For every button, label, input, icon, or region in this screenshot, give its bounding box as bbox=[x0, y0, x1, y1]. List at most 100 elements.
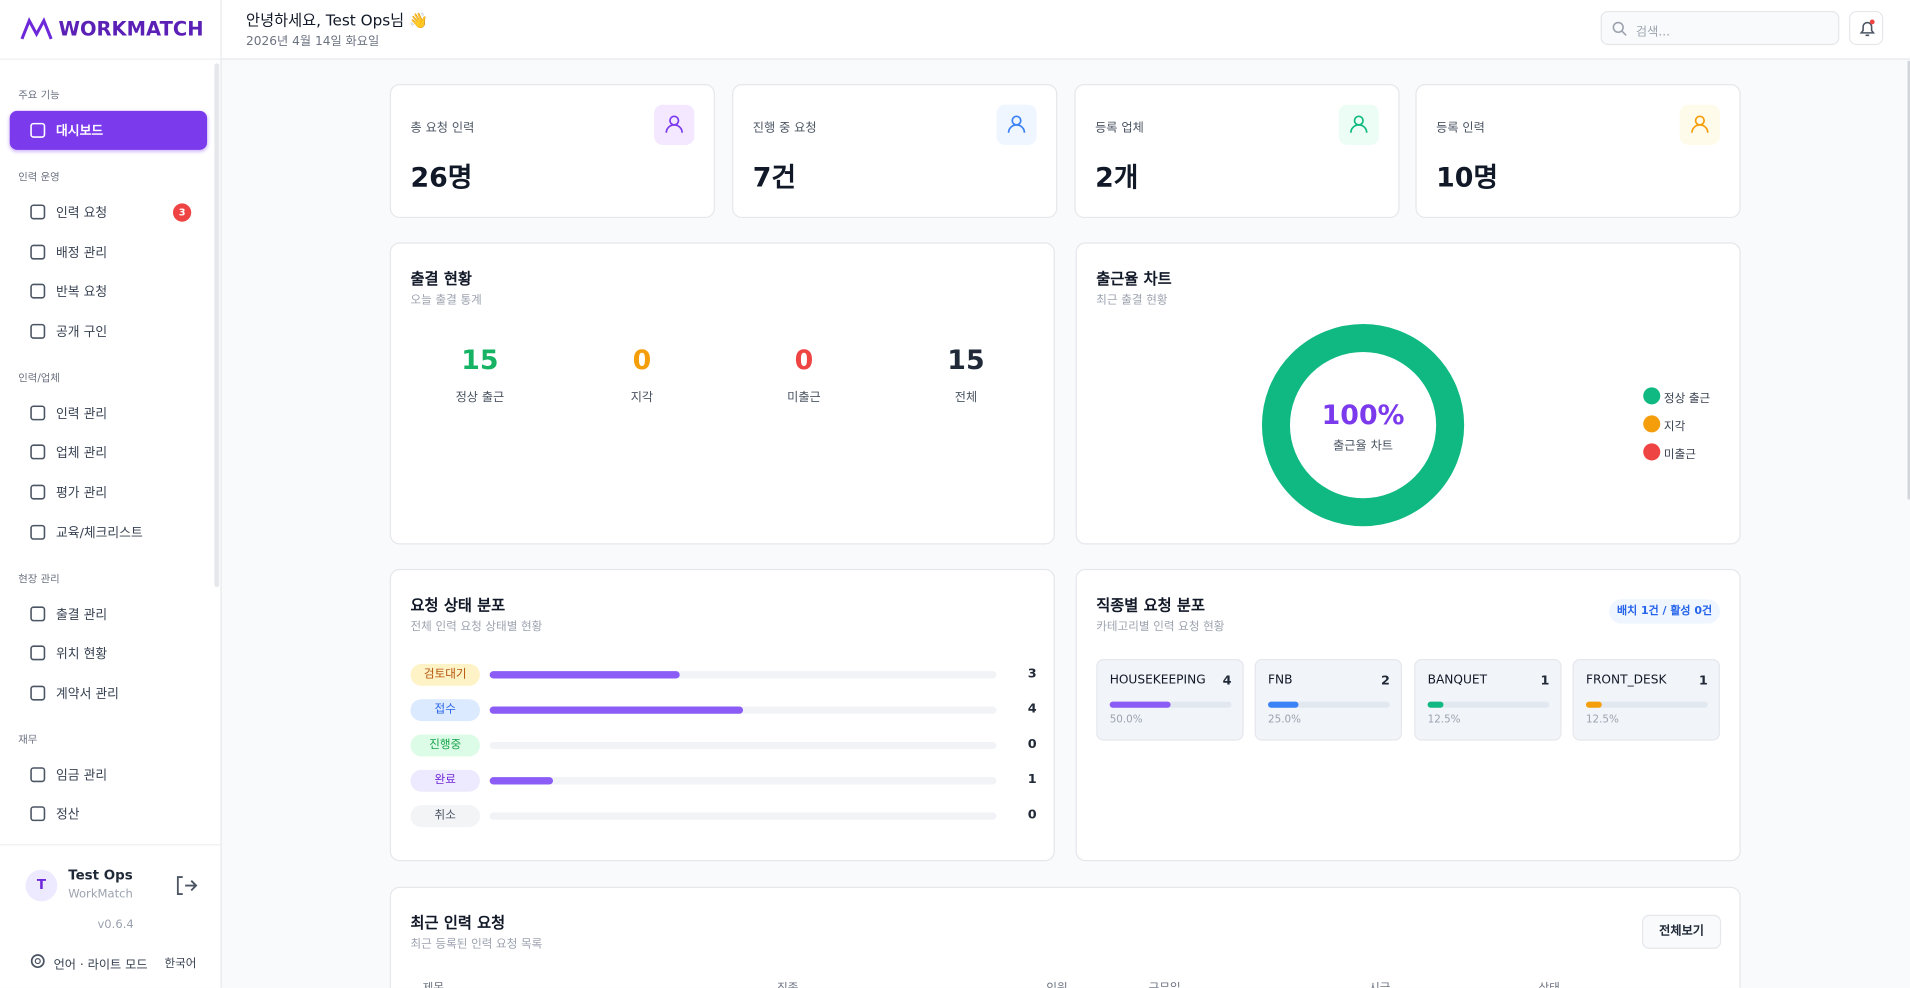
table-header: 상태 bbox=[1538, 978, 1559, 988]
icon bbox=[1691, 115, 1709, 133]
view-all-button[interactable]: 전체보기 bbox=[1641, 914, 1722, 949]
job-card: BANQUET 1 12.5% bbox=[1414, 658, 1562, 741]
stat-card: 진행 중 요청 7건 bbox=[732, 84, 1058, 219]
icon-shape bbox=[30, 484, 46, 500]
attendance-panel: 출결 현황 오늘 출결 통계 15 정상 출근 0 지각 0 미출근 15 전체 bbox=[389, 242, 1055, 545]
stat-icon bbox=[996, 104, 1037, 145]
legend-swatch bbox=[1643, 443, 1661, 461]
bar-track bbox=[1427, 701, 1550, 708]
nav-item[interactable]: 임금 관리 bbox=[10, 755, 207, 794]
job-panel: 직종별 요청 분포 카테고리별 인력 요청 현황 배치 1건 / 활성 0건 HOUS… bbox=[1075, 568, 1741, 862]
settings[interactable]: 언어 · 라이트 모드 bbox=[53, 958, 148, 973]
icon-shape bbox=[1011, 115, 1022, 126]
job-card: FNB 2 25.0% bbox=[1254, 658, 1403, 741]
job-name: HOUSEKEEPING bbox=[1109, 673, 1206, 688]
status-pill: 완료 bbox=[410, 769, 480, 792]
nav-icon bbox=[30, 323, 46, 339]
job-name: FRONT_DESK bbox=[1585, 673, 1667, 688]
language[interactable]: 한국어 bbox=[164, 957, 197, 971]
attendance-value: 15 bbox=[461, 345, 499, 377]
bar-track bbox=[1585, 701, 1708, 708]
attendance-chart-panel: 출근율 차트 최근 출결 현황 100% 출근율 차트 정상 출근 지각 미출근 bbox=[1075, 242, 1741, 545]
icon-shape bbox=[30, 605, 46, 621]
search-placeholder: 검색... bbox=[1635, 25, 1670, 39]
nav: 주요 기능 대시보드 인력 운영 인력 요청 3 배정 관리 반복 요청 공개 구인 인력/업체… bbox=[0, 73, 214, 844]
notification-button[interactable] bbox=[1849, 10, 1884, 46]
status-pill: 취소 bbox=[410, 805, 480, 828]
nav-item[interactable]: 정산 bbox=[10, 795, 207, 834]
nav-label: 정산 bbox=[56, 808, 80, 823]
nav-item[interactable]: 인력 요청 3 bbox=[10, 192, 207, 231]
nav-section-title: 현장 관리 bbox=[18, 573, 60, 586]
stat-value: 2개 bbox=[1095, 163, 1139, 194]
greeting: 안녕하세요, Test Ops님 👋 bbox=[246, 10, 428, 30]
scrollbar bbox=[214, 63, 220, 588]
icon-shape bbox=[1350, 124, 1368, 133]
nav-badge: 3 bbox=[172, 203, 192, 222]
nav-item[interactable]: 공개 구인 bbox=[10, 312, 207, 351]
table-header: 제목 bbox=[423, 978, 444, 988]
bar bbox=[1109, 701, 1171, 708]
nav-item[interactable]: 위치 현황 bbox=[10, 634, 207, 673]
status-pill: 진행중 bbox=[410, 734, 480, 757]
nav-item[interactable]: 평가 관리 bbox=[10, 473, 207, 512]
nav-icon bbox=[30, 685, 46, 701]
nav-icon bbox=[30, 766, 46, 782]
nav-icon bbox=[30, 605, 46, 621]
icon bbox=[1007, 115, 1026, 133]
panel-title: 출근율 차트 bbox=[1096, 269, 1172, 288]
bar-track bbox=[489, 812, 997, 820]
bar-track bbox=[489, 741, 997, 750]
icon-shape bbox=[30, 685, 46, 701]
legend-swatch bbox=[1643, 415, 1661, 433]
job-name: BANQUET bbox=[1427, 673, 1488, 688]
stat-card: 등록 업체 2개 bbox=[1074, 84, 1400, 219]
nav-item[interactable]: 대시보드 bbox=[9, 110, 208, 150]
job-card: FRONT_DESK 1 12.5% bbox=[1572, 658, 1720, 741]
nav-item[interactable]: 출결 관리 bbox=[10, 594, 207, 633]
job-count: 1 bbox=[1540, 673, 1550, 689]
nav-item[interactable]: 인력 관리 bbox=[10, 393, 207, 432]
nav-label: 평가 관리 bbox=[56, 486, 108, 501]
icon-shape bbox=[30, 444, 46, 460]
status-count: 0 bbox=[1027, 736, 1037, 752]
nav-item[interactable]: 업체 관리 bbox=[10, 433, 207, 472]
nav-section-title: 주요 기능 bbox=[18, 90, 60, 103]
logout-button[interactable] bbox=[174, 875, 198, 897]
job-card: HOUSEKEEPING 4 50.0% bbox=[1096, 658, 1244, 741]
table-header: 인원 bbox=[1046, 978, 1067, 988]
nav-label: 계약서 관리 bbox=[56, 686, 119, 702]
job-count: 1 bbox=[1698, 673, 1708, 689]
icon-shape bbox=[669, 115, 680, 126]
stat-card: 등록 인력 10명 bbox=[1415, 84, 1741, 219]
user-name: Test Ops bbox=[68, 867, 133, 884]
version: v0.6.4 bbox=[97, 918, 134, 932]
settings-icon bbox=[30, 954, 45, 969]
legend-label: 미출근 bbox=[1663, 448, 1696, 462]
job-count: 4 bbox=[1222, 673, 1232, 689]
search-box[interactable]: 검색... bbox=[1600, 10, 1840, 46]
panel-subtitle: 오늘 출결 통계 bbox=[410, 293, 482, 307]
nav-item[interactable]: 교육/체크리스트 bbox=[10, 512, 207, 551]
legend-swatch bbox=[1643, 387, 1661, 405]
nav-section-title: 인력 운영 bbox=[18, 171, 60, 184]
status-count: 3 bbox=[1027, 666, 1037, 681]
nav-label: 출결 관리 bbox=[56, 607, 108, 622]
nav-item[interactable]: 반복 요청 bbox=[10, 272, 207, 311]
nav-icon bbox=[30, 645, 46, 661]
user-org: WorkMatch bbox=[68, 887, 133, 902]
panel-subtitle: 최근 등록된 인력 요청 목록 bbox=[410, 937, 543, 952]
nav-label: 공개 구인 bbox=[56, 324, 108, 340]
job-count: 2 bbox=[1380, 673, 1390, 689]
icon bbox=[1350, 115, 1368, 133]
nav-item[interactable]: 계약서 관리 bbox=[10, 673, 207, 712]
attendance-label: 미출근 bbox=[787, 391, 821, 405]
logo[interactable]: WORKMATCH bbox=[58, 17, 204, 41]
nav-item[interactable]: 배정 관리 bbox=[10, 232, 207, 271]
icon-shape bbox=[30, 122, 46, 138]
nav-label: 위치 현황 bbox=[56, 647, 108, 662]
nav-icon bbox=[30, 524, 46, 540]
nav-label: 대시보드 bbox=[56, 124, 104, 139]
